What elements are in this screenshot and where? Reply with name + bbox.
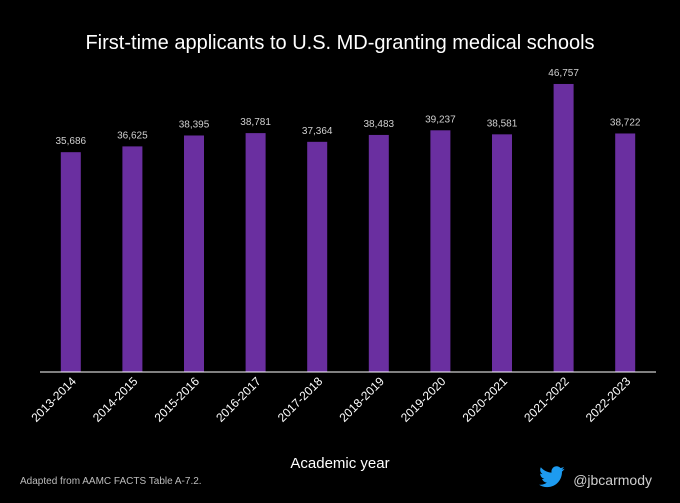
data-label: 36,625 (117, 130, 148, 141)
data-label: 39,237 (425, 114, 456, 125)
x-tick-label: 2017-2018 (275, 374, 326, 425)
data-label: 38,395 (179, 119, 210, 130)
x-tick-label: 2016-2017 (213, 374, 264, 425)
bar-2021-2022 (553, 83, 574, 373)
author-handle: @jbcarmody (573, 471, 652, 488)
twitter-bird-icon (539, 466, 565, 493)
data-label: 38,781 (240, 117, 271, 128)
x-tick-label: 2015-2016 (152, 374, 203, 425)
x-tick-label: 2018-2019 (336, 374, 387, 425)
x-tick-label: 2013-2014 (28, 374, 79, 425)
data-label: 37,364 (302, 126, 333, 137)
bar-2019-2020 (430, 130, 451, 372)
data-label: 38,483 (364, 119, 395, 130)
bar-2015-2016 (184, 135, 204, 372)
data-label: 46,757 (548, 68, 579, 79)
data-label: 38,722 (610, 117, 641, 128)
data-label: 38,581 (487, 118, 518, 129)
x-tick-label: 2020-2021 (460, 374, 511, 425)
x-tick-label: 2022-2023 (583, 374, 634, 425)
x-tick-label: 2021-2022 (521, 374, 572, 425)
author-credit[interactable]: @jbcarmody (539, 466, 652, 493)
bar-2020-2021 (492, 134, 512, 372)
x-tick-label: 2014-2015 (90, 374, 141, 425)
data-label: 35,686 (56, 136, 87, 147)
bar-2013-2014 (60, 152, 81, 372)
bar-2018-2019 (368, 134, 389, 372)
source-note: Adapted from AAMC FACTS Table A-7.2. (20, 476, 202, 487)
bar-2014-2015 (122, 146, 143, 372)
x-tick-label: 2019-2020 (398, 374, 449, 425)
bar-2017-2018 (307, 141, 328, 372)
chart-title: First-time applicants to U.S. MD-grantin… (85, 32, 595, 54)
bar-2022-2023 (615, 133, 636, 372)
bar-2016-2017 (245, 133, 266, 372)
x-axis-label: Academic year (290, 455, 390, 472)
